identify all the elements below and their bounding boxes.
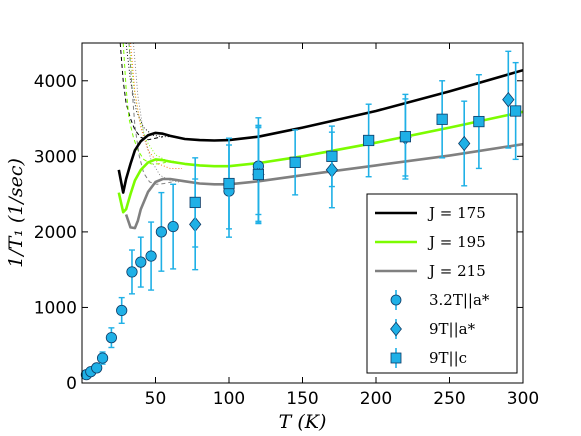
data-point-circle [105, 332, 118, 344]
legend-label: 9T||a* [429, 320, 476, 338]
legend-marker-circle [390, 294, 402, 306]
legend: J = 175 J = 195 J = 215 3.2T||a* 9T||a* 9T||c [366, 193, 518, 374]
data-point-square [326, 150, 338, 162]
data-points [80, 50, 522, 381]
data-point-square [223, 177, 235, 190]
dashed-line-0 [119, 43, 163, 141]
dashed-line-2 [128, 43, 172, 185]
data-point-square [289, 156, 301, 168]
y-tick-label: 3000 [34, 147, 77, 167]
legend-label: J = 175 [427, 204, 486, 222]
fit-line-J=195 [117, 110, 523, 214]
legend-label: 9T||c [429, 349, 467, 367]
legend-marker-diamond [390, 321, 402, 337]
data-point-circle [155, 226, 167, 238]
data-point-circle [126, 266, 138, 278]
data-point-square [436, 113, 448, 125]
legend-label: 3.2T||a* [429, 291, 490, 309]
y-axis-label: 1/T₁ (1/sec) [5, 158, 27, 268]
data-point-circle [91, 362, 103, 374]
x-tick-label: 200 [360, 389, 392, 409]
x-axis-label: T (K) [279, 411, 327, 433]
data-point-diamond [458, 135, 471, 152]
data-point-circle [116, 304, 128, 317]
y-tick-label: 0 [66, 374, 77, 394]
x-tick-label: 50 [145, 389, 167, 409]
legend-box [366, 193, 518, 374]
legend-label: J = 215 [427, 262, 486, 280]
y-tick-label: 4000 [34, 72, 77, 92]
data-point-square [473, 115, 485, 128]
data-point-square [252, 168, 264, 181]
data-point-square [363, 134, 375, 147]
x-tick-label: 100 [213, 389, 245, 409]
data-point-square [510, 105, 522, 117]
y-tick-label: 2000 [34, 223, 77, 243]
data-point-square [399, 131, 412, 143]
legend-marker-square [390, 352, 402, 364]
data-point-circle [96, 352, 109, 364]
dotted-line-1 [128, 43, 177, 163]
dotted-line-0 [125, 43, 174, 138]
data-point-diamond [502, 92, 515, 108]
x-tick-label: 150 [286, 389, 318, 409]
data-point-circle [135, 256, 147, 268]
dotted-line-2 [132, 43, 180, 183]
dotted-fit-lines [125, 43, 182, 183]
fit-lines [117, 68, 523, 230]
x-tick-label: 300 [507, 389, 539, 409]
dotted-line-3 [130, 43, 182, 169]
data-point-square [189, 196, 201, 209]
dashed-fit-lines [119, 43, 172, 185]
x-tick-label: 250 [433, 389, 465, 409]
legend-label: J = 195 [427, 233, 486, 251]
data-point-circle [167, 221, 179, 233]
fit-line-J=175 [117, 68, 523, 194]
dashed-line-1 [122, 43, 166, 165]
y-tick-label: 1000 [34, 298, 77, 318]
data-point-circle [145, 250, 157, 262]
fit-line-J=215 [124, 142, 523, 230]
